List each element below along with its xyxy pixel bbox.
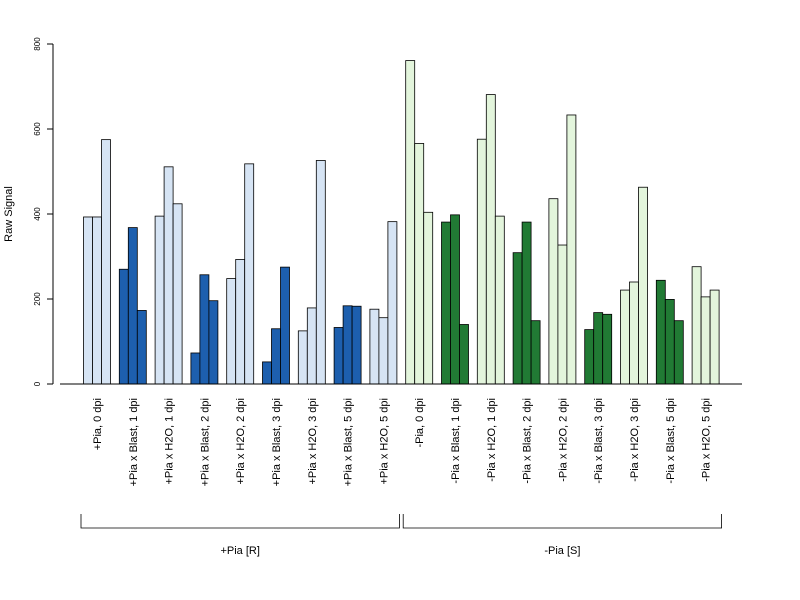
- y-tick-label: 600: [33, 122, 42, 136]
- x-tick-label: +Pia x H2O, 5 dpi: [378, 398, 390, 485]
- bar: [655, 279, 666, 385]
- group-brackets: +Pia [R] -Pia [S]: [80, 514, 722, 557]
- bar: [226, 278, 237, 385]
- x-tick-label: +Pia x Blast, 2 dpi: [199, 398, 211, 486]
- bar: [333, 327, 344, 385]
- x-tick-label: -Pia x Blast, 2 dpi: [522, 398, 534, 484]
- bar: [271, 328, 281, 385]
- bar: [342, 305, 353, 385]
- y-tick-label: 800: [33, 37, 42, 51]
- y-tick-label: 200: [33, 292, 42, 306]
- bar: [709, 289, 720, 385]
- bar: [414, 143, 425, 385]
- bar: [405, 60, 416, 385]
- x-tick-label: -Pia x H2O, 5 dpi: [701, 398, 713, 482]
- bar: [423, 211, 434, 385]
- group-bracket: [80, 514, 400, 529]
- y-axis: 0 200 400 600 800: [33, 37, 54, 386]
- bar: [691, 266, 702, 385]
- x-tick-label: +Pia x H2O, 3 dpi: [307, 398, 319, 485]
- bar: [459, 324, 469, 385]
- bar: [244, 163, 255, 385]
- group-label: +Pia [R]: [220, 545, 259, 557]
- x-tick-label: -Pia x Blast, 5 dpi: [665, 398, 677, 484]
- bar: [306, 307, 317, 385]
- bar: [92, 216, 102, 385]
- bar: [199, 274, 210, 385]
- group-label: -Pia [S]: [544, 545, 580, 557]
- x-tick-label: -Pia x H2O, 1 dpi: [486, 398, 498, 482]
- bar: [101, 139, 111, 385]
- x-tick-label: -Pia x H2O, 2 dpi: [557, 398, 569, 482]
- bar: [369, 308, 380, 385]
- bar: [476, 138, 487, 385]
- bar: [521, 221, 532, 385]
- bar: [485, 94, 496, 385]
- group-bracket: [402, 514, 722, 529]
- bar: [638, 186, 648, 385]
- bars: [83, 60, 720, 385]
- y-tick-label: 0: [33, 381, 42, 386]
- bar: [378, 317, 389, 385]
- bar: [620, 289, 630, 385]
- x-tick-label: -Pia x Blast, 1 dpi: [450, 398, 462, 484]
- bar: [262, 361, 272, 385]
- bar: [673, 320, 684, 385]
- bar: [450, 214, 460, 385]
- x-tick-label: +Pia x Blast, 3 dpi: [271, 398, 283, 486]
- x-tick-label: -Pia x H2O, 3 dpi: [629, 398, 641, 482]
- bar: [190, 352, 201, 385]
- bar: [315, 160, 326, 385]
- bar: [593, 312, 604, 385]
- bar: [136, 310, 147, 385]
- bar: [566, 114, 577, 385]
- bar: [548, 198, 559, 385]
- x-tick-label: +Pia x Blast, 1 dpi: [128, 398, 140, 486]
- bar: [494, 215, 505, 385]
- bar: [297, 330, 308, 385]
- y-axis-label: Raw Signal: [3, 186, 15, 242]
- bar: [172, 203, 183, 385]
- bar: [512, 252, 523, 385]
- bar: [351, 305, 362, 385]
- bar: [387, 221, 398, 385]
- bar: [118, 268, 129, 385]
- bar: [602, 313, 613, 385]
- x-tick-label: +Pia x H2O, 1 dpi: [164, 398, 176, 485]
- bar: [280, 266, 290, 385]
- bar: [441, 221, 451, 385]
- bar: [557, 244, 568, 385]
- y-tick-label: 400: [33, 207, 42, 221]
- bar: [154, 215, 165, 385]
- x-tick-label: -Pia, 0 dpi: [414, 398, 426, 448]
- bar: [664, 299, 675, 385]
- bar: [163, 166, 174, 385]
- bar: [629, 281, 639, 385]
- bar: [530, 320, 541, 385]
- x-tick-label: -Pia x Blast, 3 dpi: [593, 398, 605, 484]
- x-tick-labels: +Pia, 0 dpi +Pia x Blast, 1 dpi +Pia x H2O…: [92, 398, 713, 486]
- x-tick-label: +Pia x Blast, 5 dpi: [343, 398, 355, 486]
- bar: [235, 259, 246, 385]
- bar: [700, 296, 711, 385]
- bar: [127, 227, 138, 385]
- x-tick-label: +Pia x H2O, 2 dpi: [235, 398, 247, 485]
- bar: [208, 300, 219, 385]
- bar: [83, 216, 93, 385]
- bar: [584, 329, 595, 385]
- x-tick-label: +Pia, 0 dpi: [92, 398, 104, 450]
